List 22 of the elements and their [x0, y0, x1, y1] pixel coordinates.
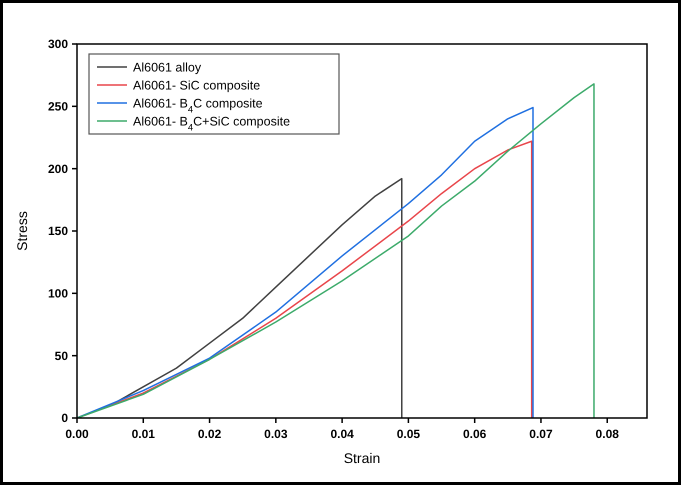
- x-tick-label: 0.03: [264, 427, 288, 441]
- x-tick-label: 0.08: [596, 427, 620, 441]
- y-tick-label: 50: [54, 348, 68, 363]
- x-tick-label: 0.00: [65, 427, 89, 441]
- legend-label: Al6061- B$_{4}$C composite: [133, 96, 263, 114]
- y-tick-label: 250: [48, 100, 68, 114]
- y-tick-label: 200: [48, 162, 68, 176]
- y-tick-label: 150: [48, 224, 68, 238]
- x-tick-label: 0.06: [462, 427, 487, 441]
- x-tick-label: 0.07: [529, 427, 553, 441]
- x-tick-label: 0.02: [198, 427, 222, 441]
- x-tick-label: 0.05: [396, 427, 420, 441]
- y-tick-label: 300: [48, 37, 68, 52]
- y-tick-label: 100: [48, 286, 68, 301]
- legend-label: Al6061- B$_{4}$C+SiC composite: [133, 114, 290, 132]
- legend-label: Al6061- SiC composite: [133, 78, 260, 92]
- x-tick-label: 0.01: [132, 427, 156, 441]
- y-tick-label: 0: [61, 411, 68, 426]
- legend-label: Al6061 alloy: [133, 60, 202, 74]
- x-tick-label: 0.04: [330, 427, 354, 441]
- x-axis-title: Strain: [344, 450, 380, 466]
- y-axis-title: Stress: [14, 211, 30, 251]
